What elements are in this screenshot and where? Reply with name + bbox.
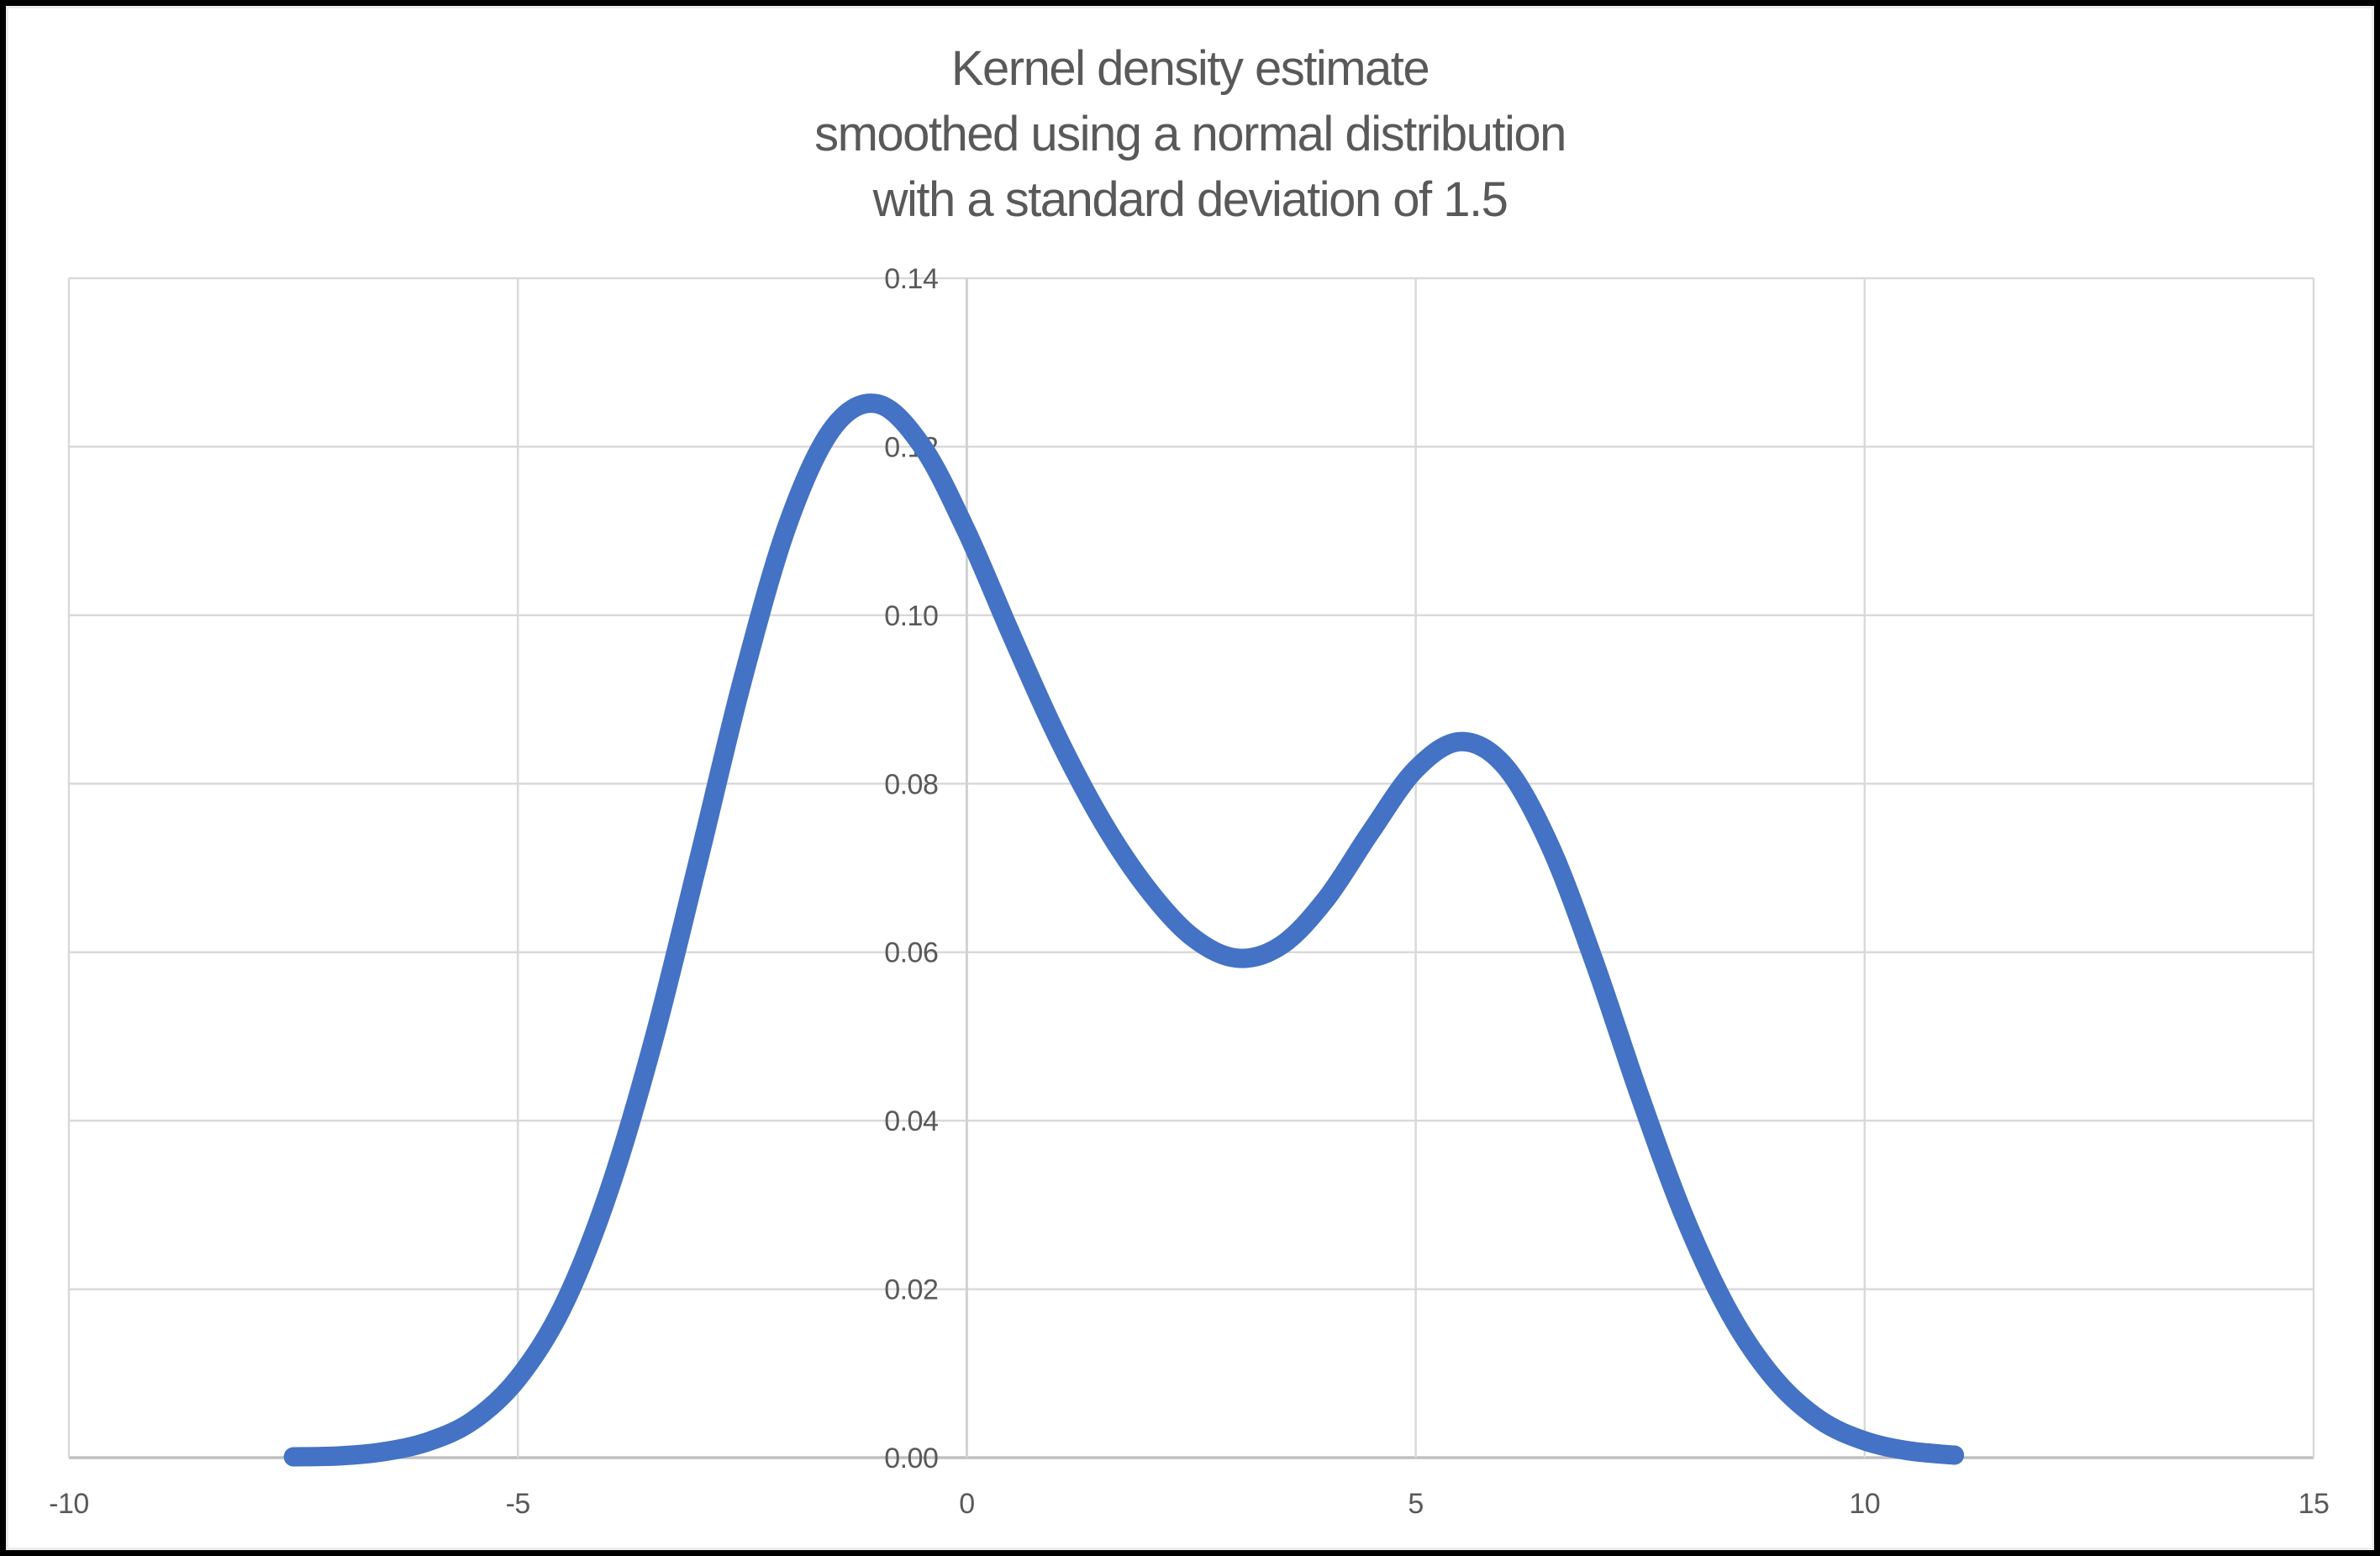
chart-title-line-2: smoothed using a normal distribution xyxy=(814,107,1566,161)
y-tick-label: 0.08 xyxy=(884,768,938,800)
chart-title-line-1: Kernel density estimate xyxy=(950,41,1430,96)
x-tick-label: 10 xyxy=(1849,1488,1880,1520)
y-tick-label: 0.10 xyxy=(884,600,938,632)
x-tick-label: 15 xyxy=(2298,1488,2330,1520)
y-tick-label: 0.02 xyxy=(884,1274,938,1306)
chart-title-line-3: with a standard deviation of 1.5 xyxy=(872,172,1509,227)
kde-curve xyxy=(283,393,1965,1467)
x-tick-label: -5 xyxy=(506,1488,530,1520)
y-tick-label: 0.04 xyxy=(884,1105,938,1137)
x-tick-label: 0 xyxy=(959,1488,974,1520)
x-tick-label: -10 xyxy=(49,1488,89,1520)
y-tick-label: 0.00 xyxy=(884,1443,938,1474)
x-tick-label: 5 xyxy=(1408,1488,1423,1520)
y-tick-label: 0.14 xyxy=(884,263,938,295)
y-tick-label: 0.06 xyxy=(884,937,938,969)
chart-title: Kernel density estimate smoothed using a… xyxy=(0,36,2380,233)
